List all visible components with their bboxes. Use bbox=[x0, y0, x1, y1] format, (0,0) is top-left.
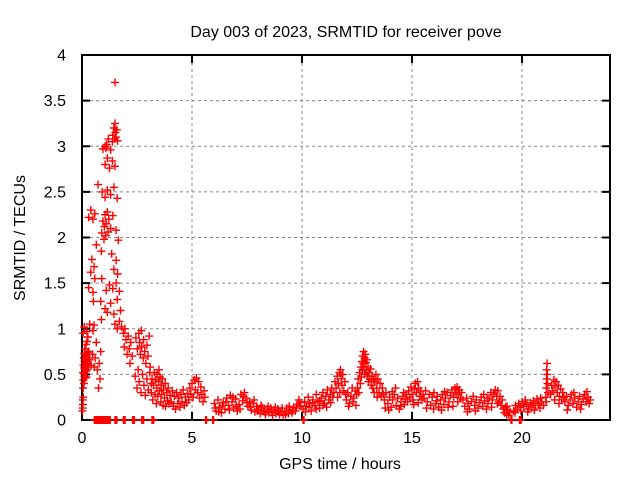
grid-lines bbox=[84, 57, 608, 418]
y-tick-label: 4 bbox=[57, 48, 66, 65]
chart-title: Day 003 of 2023, SRMTID for receiver pov… bbox=[190, 24, 501, 41]
grid-path bbox=[84, 57, 608, 418]
y-tick-label: 3.5 bbox=[44, 93, 66, 110]
x-tick-label: 5 bbox=[188, 430, 197, 447]
x-axis-tick-labels: 0 5 10 15 20 bbox=[78, 430, 531, 447]
y-tick-label: 2 bbox=[57, 230, 66, 247]
data-points bbox=[78, 78, 595, 424]
y-tick-label: 2.5 bbox=[44, 184, 66, 201]
y-tick-label: 1.5 bbox=[44, 276, 66, 293]
x-axis-label: GPS time / hours bbox=[279, 456, 401, 473]
y-tick-label: 3 bbox=[57, 139, 66, 156]
x-tick-label: 10 bbox=[293, 430, 311, 447]
y-tick-label: 0 bbox=[57, 413, 66, 430]
x-tick-label: 15 bbox=[403, 430, 421, 447]
x-tick-label: 0 bbox=[78, 430, 87, 447]
y-axis-label: SRMTID / TECUs bbox=[12, 175, 29, 301]
y-tick-label: 0.5 bbox=[44, 367, 66, 384]
y-axis-tick-labels: 0 0.5 1 1.5 2 2.5 3 3.5 4 bbox=[44, 48, 66, 430]
x-tick-label: 20 bbox=[513, 430, 531, 447]
y-tick-label: 1 bbox=[57, 321, 66, 338]
scatter-points-path bbox=[78, 78, 595, 424]
